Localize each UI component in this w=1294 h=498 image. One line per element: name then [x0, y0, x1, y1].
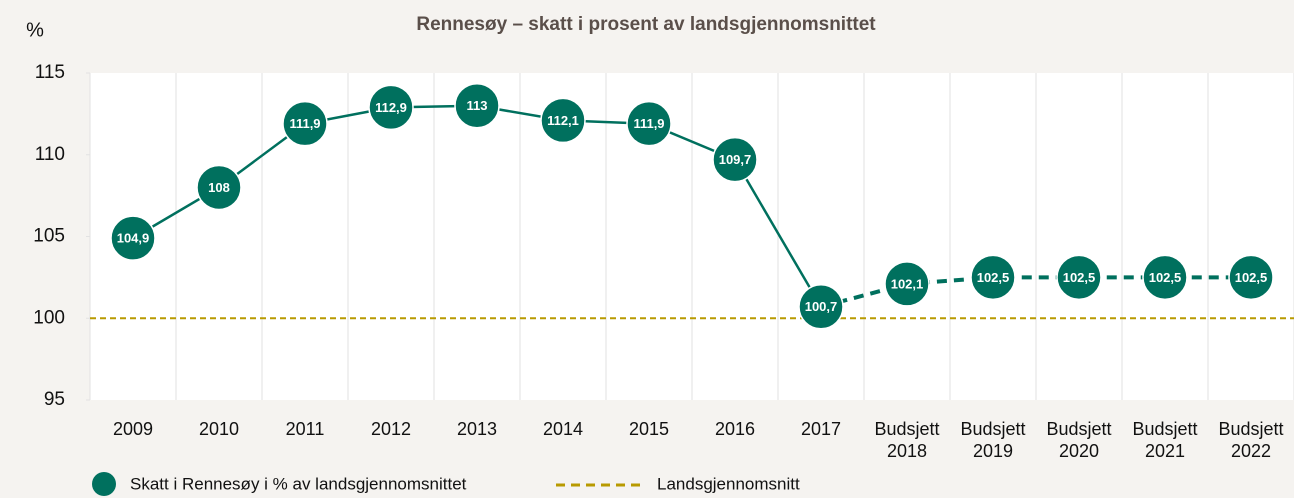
point — [712, 136, 758, 183]
y-tick-label: 105 — [33, 226, 65, 247]
y-axis-label: % — [26, 19, 44, 41]
point — [1056, 254, 1102, 301]
x-tick-label: 2010 — [199, 419, 239, 439]
x-tick-label: Budsjett 2022 — [1218, 419, 1283, 461]
x-tick-label: Budsjett 2018 — [874, 419, 939, 461]
y-tick-label: 110 — [35, 144, 65, 165]
data-label: 109,7 — [719, 152, 752, 167]
y-tick-label: 95 — [44, 389, 65, 410]
x-tick-label: 2017 — [801, 419, 841, 439]
point — [884, 261, 930, 307]
data-label: 100,7 — [805, 299, 838, 314]
point — [368, 84, 414, 131]
point — [626, 100, 672, 147]
point — [798, 284, 844, 330]
x-tick-label: Budsjett 2019 — [960, 419, 1025, 461]
point — [970, 254, 1016, 301]
data-label: 111,9 — [289, 116, 320, 131]
x-tick-label: 2014 — [543, 419, 583, 439]
chart-title: Rennesøy – skatt i prosent av landsgjenn… — [416, 14, 876, 35]
data-label: 104,9 — [117, 231, 150, 246]
x-tick-label: 2016 — [715, 419, 755, 439]
x-tick-label: 2011 — [286, 419, 325, 439]
point — [540, 97, 586, 144]
x-tick-label: Budsjett 2020 — [1046, 419, 1111, 461]
point — [454, 82, 500, 129]
data-label: 102,1 — [891, 276, 924, 291]
point — [196, 164, 242, 211]
legend-label: Landsgjennomsnitt — [657, 474, 800, 493]
x-tick-label: 2012 — [371, 419, 411, 439]
y-tick-label: 115 — [35, 62, 65, 83]
point — [1228, 254, 1274, 301]
point — [110, 215, 156, 261]
x-tick-label: Budsjett 2021 — [1132, 419, 1197, 461]
data-label: 111,9 — [633, 116, 664, 131]
x-tick-label: 2013 — [457, 419, 497, 439]
data-label: 102,5 — [977, 270, 1010, 285]
y-tick-label: 100 — [33, 307, 65, 328]
data-label: 112,1 — [547, 113, 579, 128]
data-label: 108 — [208, 180, 230, 195]
point — [1142, 254, 1188, 301]
data-label: 113 — [467, 98, 488, 113]
x-tick-label: 2009 — [113, 419, 153, 439]
x-tick-label: 2015 — [629, 419, 669, 439]
data-label: 112,9 — [375, 100, 407, 115]
data-label: 102,5 — [1063, 270, 1096, 285]
data-label: 102,5 — [1149, 270, 1182, 285]
legend-marker — [92, 472, 116, 496]
legend-label: Skatt i Rennesøy i % av landsgjennomsnit… — [130, 474, 467, 493]
point — [282, 100, 328, 147]
data-label: 102,5 — [1235, 270, 1268, 285]
